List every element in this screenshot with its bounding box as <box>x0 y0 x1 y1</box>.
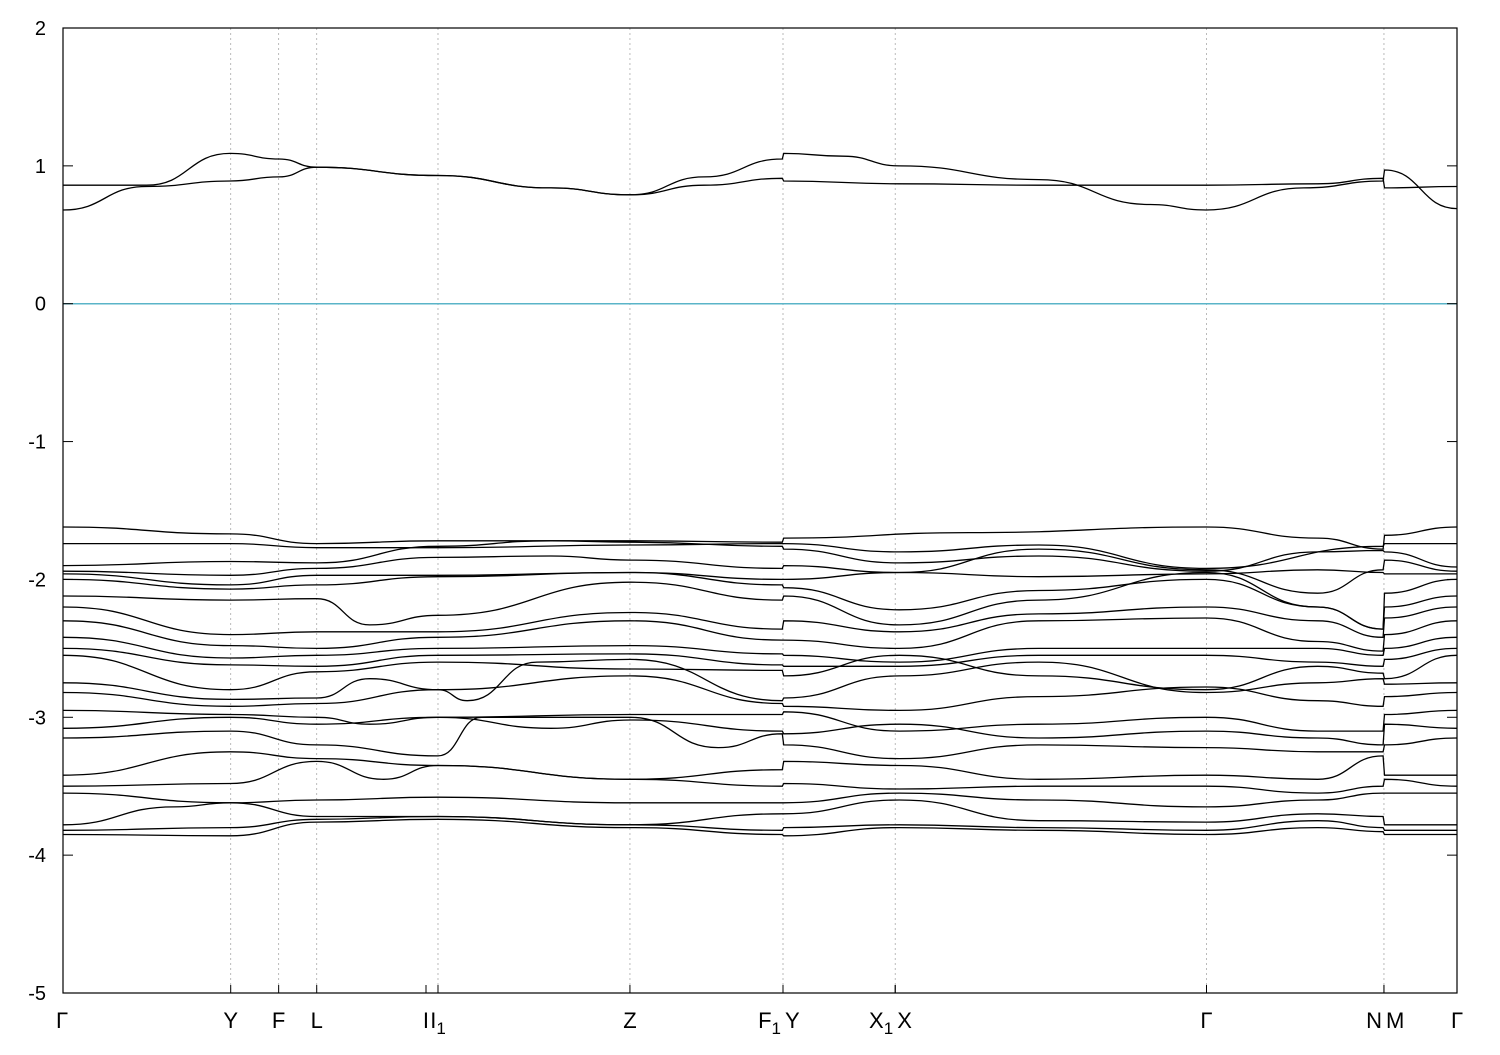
kpoint-label: Γ <box>1451 1008 1463 1033</box>
band-line <box>62 606 1458 638</box>
kpoint-label: N <box>1366 1008 1382 1033</box>
band-line <box>62 526 1458 550</box>
kpoint-label: Y <box>785 1008 800 1033</box>
band-line <box>62 792 1457 808</box>
kpoint-label: X1 <box>869 1008 893 1038</box>
band-line <box>63 542 1457 570</box>
band-line <box>62 760 1458 794</box>
band-line <box>62 647 1458 667</box>
band-line <box>62 540 1458 572</box>
band-line <box>62 818 1457 837</box>
band-line <box>63 152 1458 211</box>
y-tick-label: 0 <box>35 294 46 316</box>
kpoint-label-subscript: 1 <box>436 1019 445 1038</box>
band-line <box>62 751 1457 780</box>
y-tick-label: 2 <box>35 18 46 40</box>
kpoint-label: Γ <box>56 1008 68 1033</box>
band-line <box>62 716 1458 760</box>
y-tick-label: -3 <box>28 707 46 729</box>
plot-frame <box>62 27 1458 994</box>
kpoint-label-subscript: 1 <box>884 1019 893 1038</box>
band-line <box>62 799 1457 826</box>
kpoint-label-subscript: 1 <box>772 1019 781 1038</box>
band-line <box>62 548 1458 594</box>
kpoint-label: F <box>272 1008 285 1033</box>
band-line <box>62 815 1457 831</box>
kpoint-label: I1 <box>430 1008 446 1038</box>
band-line <box>62 617 1458 652</box>
band-line <box>62 166 1458 211</box>
y-tick-label: 1 <box>35 156 46 178</box>
kpoint-label: I <box>423 1008 429 1033</box>
band-line <box>62 675 1458 712</box>
y-tick-label: -1 <box>28 432 46 454</box>
band-line <box>62 569 1457 586</box>
band-lines <box>62 152 1458 837</box>
band-line <box>62 709 1458 732</box>
kpoint-label: Γ <box>1200 1008 1212 1033</box>
y-tick-label: -2 <box>28 569 46 591</box>
y-tick-label: -5 <box>28 983 46 1005</box>
kpoint-label: F1 <box>758 1008 781 1038</box>
band-line <box>62 654 1458 691</box>
band-line <box>62 716 1458 746</box>
kpoint-label: Z <box>623 1008 636 1033</box>
kpoint-label: X <box>897 1008 912 1033</box>
kpoint-gridlines <box>230 28 1385 993</box>
kpoint-label: M <box>1386 1008 1404 1033</box>
y-tick-label: -4 <box>28 845 46 867</box>
kpoint-label: Y <box>223 1008 238 1033</box>
band-line <box>62 636 1458 663</box>
band-line <box>62 571 1458 630</box>
band-line <box>62 658 1458 702</box>
kpoint-label: L <box>311 1008 323 1033</box>
y-axis-ticks: 2 1 0 -1 -2 -3 -4 -5 <box>28 18 1457 1005</box>
